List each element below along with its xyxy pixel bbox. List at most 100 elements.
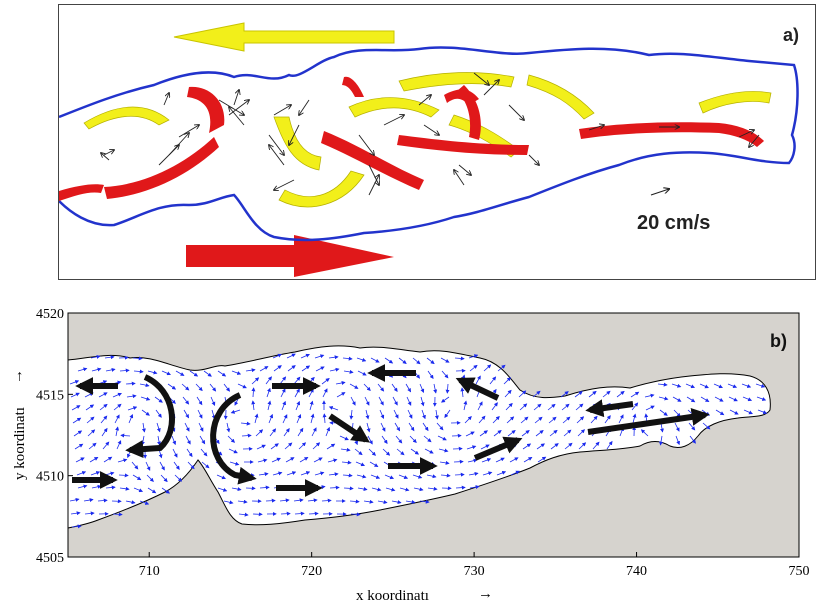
velocity-vector [145,461,151,471]
velocity-vector [378,396,384,406]
velocity-vector [423,435,432,443]
velocity-vector [509,457,519,463]
velocity-vector [254,413,259,424]
velocity-vector [588,390,597,398]
velocity-vector [126,394,137,399]
velocity-vector [141,409,150,416]
velocity-vector [365,409,370,420]
x-axis-label-arrow: → [478,586,493,602]
velocity-vector [510,470,520,476]
velocity-vector [729,409,739,415]
y-axis-label-arrow: → [10,369,26,384]
velocity-vector [322,388,328,398]
velocity-vector [468,354,479,359]
velocity-vector [115,426,120,437]
velocity-vector [295,400,301,411]
velocity-vector [217,487,228,492]
velocity-vector [119,368,130,373]
velocity-vector [728,396,738,402]
velocity-vector [421,409,426,420]
velocity-vector [409,435,417,444]
velocity-vector [182,396,190,405]
velocity-vector [237,383,247,389]
y-axis-label: y koordinatı [12,407,28,480]
velocity-vector [426,357,435,365]
velocity-vector [506,416,515,424]
velocity-vector [329,485,340,490]
velocity-vector [140,396,151,401]
velocity-vector [231,370,242,375]
velocity-vector [398,474,409,479]
velocity-vector [384,474,395,480]
velocity-vector [156,422,161,433]
velocity-vector [671,383,682,388]
velocity-vector [230,409,241,414]
velocity-vector [640,429,649,437]
velocity-vector [321,378,330,385]
velocity-vector [251,400,256,411]
velocity-vector [102,441,110,450]
velocity-vector [505,402,513,411]
velocity-vector [349,383,359,389]
velocity-vector [350,396,356,406]
velocity-vector [520,416,529,424]
velocity-vector [481,458,492,463]
velocity-vector [477,401,483,411]
velocity-vector [756,396,767,401]
velocity-vector [98,392,108,398]
velocity-vector [357,487,368,491]
velocity-vector [300,353,310,359]
velocity-vector [89,456,99,463]
velocity-vector [293,376,301,385]
velocity-vector [715,409,725,416]
x-axis-label: x koordinatı [356,588,429,604]
velocity-vector [475,375,481,385]
velocity-vector [410,448,420,455]
velocity-vector [272,353,282,359]
velocity-vector [161,370,171,376]
velocity-vector [355,461,366,467]
big-yellow-arrow [173,22,395,52]
velocity-vector [405,383,411,393]
velocity-vector [578,442,587,450]
velocity-vector [379,409,385,419]
velocity-vector [343,486,354,491]
velocity-vector [279,498,290,503]
velocity-vector [314,354,325,359]
velocity-vector [281,400,286,411]
velocity-vector [309,400,314,411]
velocity-vector [479,430,488,437]
velocity-vector [90,354,101,359]
velocity-vector [83,498,94,503]
velocity-vector [382,448,391,456]
velocity-vector [86,416,95,424]
velocity-vector [575,403,584,411]
velocity-vector [272,471,283,476]
velocity-vector [328,355,339,360]
velocity-vector [547,403,556,411]
velocity-vector [171,435,177,446]
velocity-vector [187,461,195,470]
velocity-vector [349,409,354,420]
velocity-vector [440,473,451,478]
velocity-vector [532,390,541,398]
velocity-vector [119,486,130,491]
velocity-vector [631,402,639,411]
velocity-vector [518,390,527,398]
velocity-vector [105,367,116,372]
velocity-vector [438,448,449,453]
velocity-vector [645,405,655,411]
velocity-vector [251,377,260,385]
velocity-vector [562,416,571,424]
velocity-vector [370,474,381,479]
velocity-vector [259,366,269,372]
velocity-vector [167,383,177,390]
velocity-vector [363,383,371,392]
velocity-vector [342,473,353,478]
velocity-vector [91,484,102,489]
velocity-vector [427,486,438,491]
velocity-vector [370,357,380,363]
velocity-vector [399,487,410,492]
y-tick-label: 4520 [36,307,64,322]
velocity-vector [139,383,150,388]
